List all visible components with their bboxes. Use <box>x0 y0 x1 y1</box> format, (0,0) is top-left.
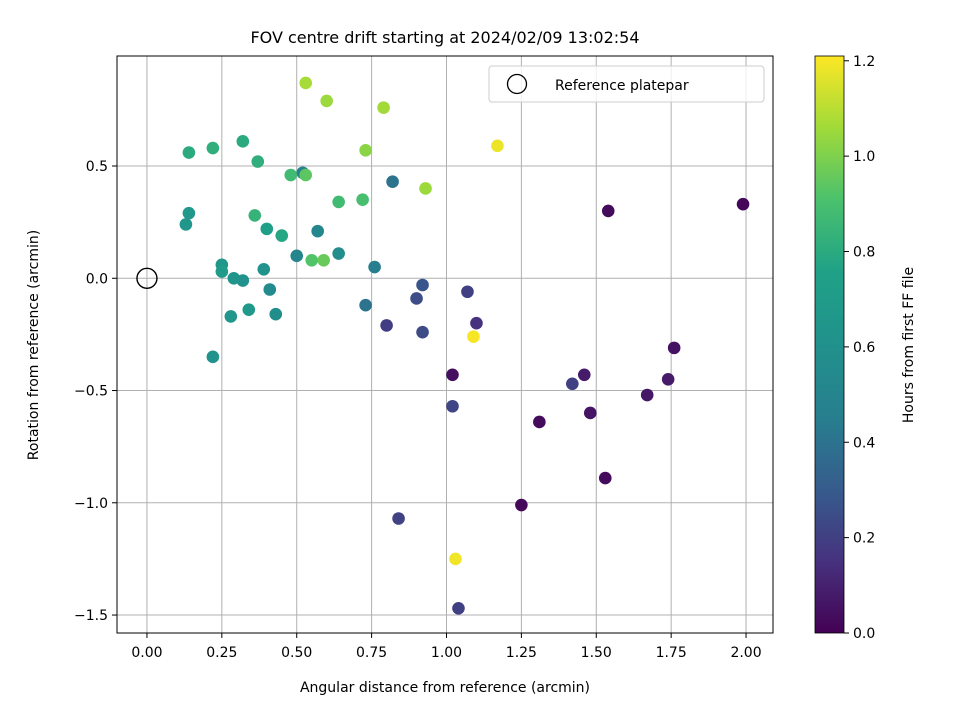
x-tick-label: 0.25 <box>206 645 237 661</box>
data-point <box>332 247 345 260</box>
data-point <box>386 175 399 189</box>
data-point <box>182 206 196 220</box>
data-point <box>317 254 330 267</box>
data-point <box>577 368 591 382</box>
legend: Reference platepar <box>488 65 765 103</box>
data-point <box>377 101 390 114</box>
data-point <box>263 283 277 296</box>
x-tick-label: 0.75 <box>356 645 387 661</box>
colorbar-tick-label: 0.4 <box>853 435 875 451</box>
colorbar-tick-label: 0.2 <box>853 531 875 547</box>
data-point <box>320 94 333 108</box>
colorbar-tick-label: 0.0 <box>853 626 875 642</box>
x-tick-label: 0.00 <box>131 645 162 661</box>
reference-marker <box>136 267 158 289</box>
data-point <box>206 350 220 364</box>
data-point <box>236 135 250 148</box>
data-point <box>359 298 372 312</box>
chart-title: FOV centre drift starting at 2024/02/09 … <box>250 28 639 47</box>
colorbar-tick-label: 0.8 <box>853 245 875 261</box>
data-point <box>380 319 393 332</box>
data-point <box>410 292 423 305</box>
data-point <box>179 218 193 231</box>
data-point <box>227 271 241 285</box>
data-point <box>566 377 579 391</box>
y-axis-label: Rotation from reference (arcmin) <box>26 230 42 460</box>
x-tick-label: 0.50 <box>281 645 312 661</box>
data-point <box>467 330 480 343</box>
data-point <box>452 602 465 615</box>
y-tick-label: −0.5 <box>74 384 108 400</box>
legend-box <box>488 65 765 103</box>
data-point <box>332 195 345 209</box>
colorbar-label: Hours from first FF file <box>901 267 917 423</box>
x-axis-label: Angular distance from reference (arcmin) <box>300 680 590 696</box>
y-tick-label: 0.0 <box>86 271 108 287</box>
data-point <box>359 143 372 157</box>
data-point <box>248 209 262 222</box>
data-point <box>446 368 459 382</box>
data-point <box>491 139 504 153</box>
x-tick-label: 1.00 <box>431 645 462 661</box>
data-point <box>275 229 289 242</box>
data-point <box>640 388 654 402</box>
data-point <box>311 224 324 238</box>
data-point <box>257 262 271 276</box>
y-tick-label: 0.5 <box>86 159 108 175</box>
data-point <box>299 168 313 182</box>
y-tick-label: −1.0 <box>74 496 108 512</box>
data-point <box>416 325 429 339</box>
data-point <box>598 471 612 485</box>
reference-marker-layer <box>136 267 158 289</box>
colorbar: 0.0 0.2 0.4 0.6 0.8 1.0 1.2 Hours from first F… <box>814 54 917 642</box>
x-tick-label: 2.00 <box>730 645 761 661</box>
data-point <box>470 316 483 330</box>
data-point <box>736 197 750 211</box>
data-point <box>269 307 283 321</box>
data-point <box>449 552 462 566</box>
data-point <box>299 76 313 90</box>
x-tick-label: 1.25 <box>506 645 537 661</box>
y-axis-ticks: 0.5 0.0 −0.5 −1.0 −1.5 <box>74 159 117 624</box>
data-point <box>251 155 265 168</box>
data-point <box>182 146 196 159</box>
data-point <box>305 254 319 267</box>
data-point <box>356 193 369 206</box>
y-tick-label: −1.5 <box>74 608 108 624</box>
data-point <box>533 415 546 429</box>
data-point <box>215 265 229 278</box>
colorbar-gradient <box>814 55 845 634</box>
legend-reference-marker <box>506 73 528 95</box>
data-point <box>368 260 381 274</box>
data-point <box>515 498 528 512</box>
data-point <box>206 141 220 155</box>
data-point <box>461 285 474 299</box>
data-points <box>179 76 750 615</box>
colorbar-tick-label: 0.6 <box>853 340 875 356</box>
x-tick-label: 1.75 <box>656 645 687 661</box>
data-point <box>446 399 459 413</box>
x-tick-label: 1.50 <box>581 645 612 661</box>
data-point <box>224 310 238 323</box>
colorbar-ticks: 0.0 0.2 0.4 0.6 0.8 1.0 1.2 <box>844 54 875 642</box>
data-point <box>284 168 298 182</box>
data-point <box>290 249 304 263</box>
data-point <box>667 341 681 355</box>
x-axis-ticks: 0.00 0.25 0.50 0.75 1.00 1.25 1.50 1.75 2.00 <box>131 633 762 661</box>
data-point <box>392 512 405 525</box>
legend-label: Reference platepar <box>555 78 689 94</box>
data-point <box>242 303 256 317</box>
data-point <box>416 278 429 292</box>
grid-lines <box>117 56 773 633</box>
data-point <box>260 222 274 236</box>
data-point <box>601 204 615 218</box>
data-point <box>661 372 675 386</box>
data-point <box>419 182 432 195</box>
colorbar-tick-label: 1.0 <box>853 149 875 165</box>
colorbar-tick-label: 1.2 <box>853 54 875 70</box>
data-point <box>583 406 597 420</box>
plot-frame <box>116 55 774 634</box>
